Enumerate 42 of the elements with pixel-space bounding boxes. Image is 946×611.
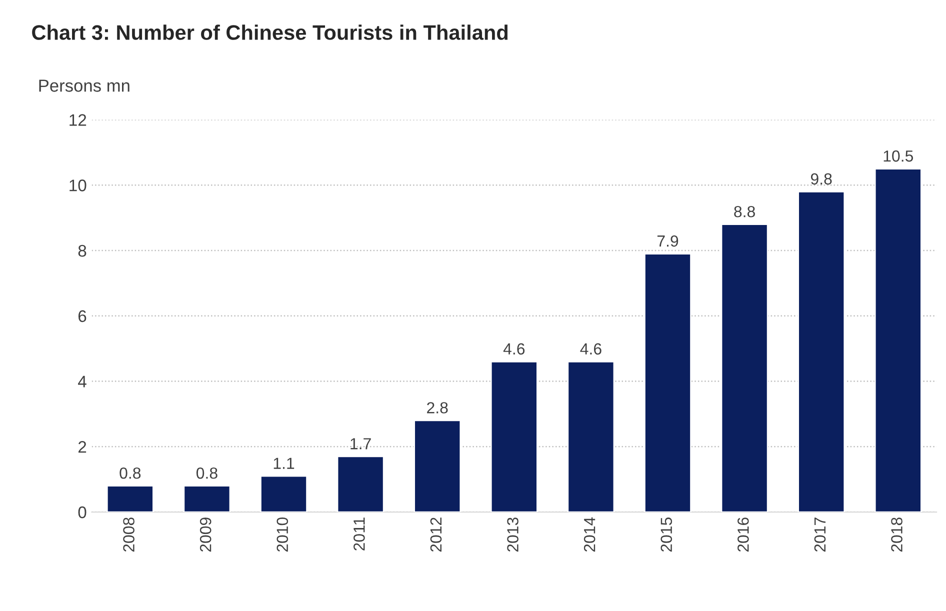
data-label: 4.6 xyxy=(580,343,602,355)
x-tick-label: 2014 xyxy=(584,517,596,552)
y-tick-label: 2 xyxy=(78,441,86,453)
data-label: 9.8 xyxy=(810,173,832,185)
x-tick-label: 2016 xyxy=(738,518,749,552)
data-label: 7.9 xyxy=(657,235,678,247)
x-tick-label: 2011 xyxy=(354,518,365,550)
bar xyxy=(183,485,231,512)
x-tick-label: 2008 xyxy=(123,518,134,552)
bar xyxy=(798,190,846,512)
x-tick-label: 2015 xyxy=(660,518,672,552)
data-label: 1.7 xyxy=(350,438,371,450)
x-tick-label: 2013 xyxy=(507,518,518,552)
data-label: 0.8 xyxy=(196,467,218,479)
bar xyxy=(414,420,462,512)
x-tick-label: 2012 xyxy=(430,518,442,552)
chart-title: Chart 3: Number of Chinese Tourists in Thailand xyxy=(32,24,508,40)
bar xyxy=(874,168,922,512)
y-tick-label: 0 xyxy=(78,506,86,518)
x-tick-label: 2017 xyxy=(814,518,826,552)
bar xyxy=(490,360,538,512)
y-tick-label: 6 xyxy=(78,310,86,322)
data-label: 2.8 xyxy=(427,402,448,414)
x-tick-label: 2009 xyxy=(200,518,212,552)
bar xyxy=(260,475,308,512)
data-label: 8.8 xyxy=(734,206,755,218)
y-tick-label: 12 xyxy=(70,114,86,126)
bar xyxy=(644,253,692,512)
y-tick-label: 4 xyxy=(78,376,86,388)
y-tick-label: 10 xyxy=(70,180,86,192)
data-label: 1.1 xyxy=(274,458,294,469)
data-label: 4.6 xyxy=(503,343,525,355)
bar xyxy=(336,456,384,512)
y-tick-label: 8 xyxy=(78,244,86,257)
bar xyxy=(567,360,615,512)
y-axis-title: Persons mn xyxy=(39,80,130,92)
data-label: 10.5 xyxy=(884,150,914,162)
bar xyxy=(106,485,154,512)
data-label: 0.8 xyxy=(120,467,141,479)
x-tick-label: 2010 xyxy=(276,518,288,552)
x-tick-label: 2018 xyxy=(891,518,902,552)
bar xyxy=(720,224,768,512)
